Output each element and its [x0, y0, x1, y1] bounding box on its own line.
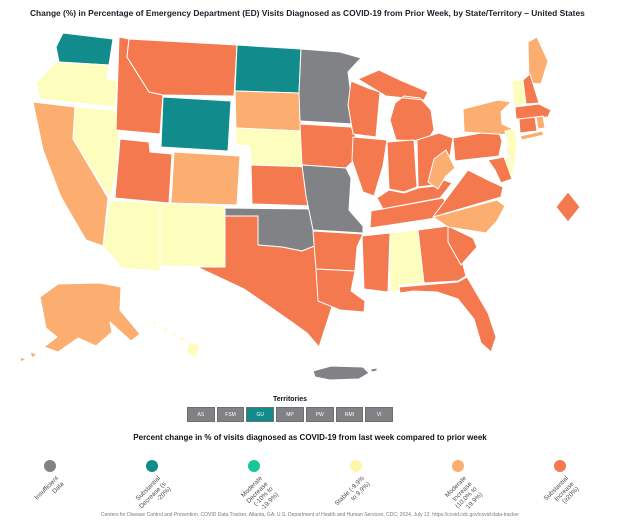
territory-MP-label: MP	[286, 411, 294, 418]
state-VA[interactable]	[432, 169, 504, 218]
state-ND[interactable]	[234, 44, 302, 94]
state-NM[interactable]	[159, 202, 226, 268]
state-CT[interactable]	[518, 116, 538, 134]
territory-FSM[interactable]: FSM	[216, 407, 245, 422]
state-LA[interactable]	[315, 268, 366, 313]
legend-swatch-stable	[350, 460, 362, 472]
state-WY[interactable]	[160, 96, 232, 152]
state-SC[interactable]	[447, 225, 478, 266]
legend-heading: Percent change in % of visits diagnosed …	[133, 433, 487, 442]
state-FL[interactable]	[398, 276, 497, 353]
territory-FSM-label: FSM	[225, 411, 236, 418]
territory-GU[interactable]: GU	[246, 407, 275, 422]
state-NH[interactable]	[522, 73, 540, 105]
legend-swatch-substantial-decrease	[146, 460, 158, 472]
state-HI[interactable]	[151, 319, 201, 359]
legend-swatch-moderate-increase	[452, 460, 464, 472]
state-WA[interactable]	[55, 32, 114, 66]
state-CO[interactable]	[170, 151, 241, 206]
us-choropleth-map	[19, 32, 581, 381]
state-NV[interactable]	[72, 106, 121, 199]
territory-RMI[interactable]: RMI	[335, 407, 364, 422]
state-IN[interactable]	[386, 139, 418, 193]
state-IL[interactable]	[351, 136, 388, 197]
state-PA[interactable]	[452, 129, 503, 162]
state-NC[interactable]	[432, 199, 506, 234]
state-PR[interactable]	[312, 365, 378, 381]
territory-RMI-label: RMI	[344, 411, 355, 418]
territory-GU-label: GU	[256, 411, 265, 418]
state-WV[interactable]	[427, 149, 456, 190]
state-IA[interactable]	[299, 123, 358, 169]
legend-swatch-moderate-decrease	[248, 460, 260, 472]
state-MD[interactable]	[487, 156, 513, 184]
state-MA[interactable]	[514, 103, 552, 120]
state-MS[interactable]	[361, 232, 391, 293]
territory-VI-label: VI	[376, 411, 382, 418]
state-NY[interactable]	[462, 99, 545, 141]
legend-swatch-insufficient-data	[44, 460, 56, 472]
state-SD[interactable]	[234, 90, 305, 132]
territory-AS-label: AS	[197, 411, 205, 418]
state-UT[interactable]	[114, 138, 173, 204]
state-WI[interactable]	[347, 80, 381, 138]
legend-swatch-substantial-increase	[554, 460, 566, 472]
state-OR[interactable]	[35, 61, 119, 108]
territories-heading: Territories	[272, 396, 308, 403]
state-RI[interactable]	[535, 115, 546, 130]
territories-row: AS FSM GU MP PW RMI VI	[187, 407, 394, 422]
state-DC[interactable]	[555, 191, 581, 223]
source-citation: Centers for Disease Control and Preventi…	[101, 512, 519, 518]
state-MO[interactable]	[301, 164, 364, 234]
territory-PW-label: PW	[315, 411, 324, 418]
state-AZ[interactable]	[102, 199, 161, 272]
state-MI[interactable]	[357, 69, 435, 142]
territory-MP[interactable]: MP	[276, 407, 304, 422]
territory-AS[interactable]: AS	[187, 407, 215, 422]
state-AR[interactable]	[312, 230, 364, 272]
page-title: Change (%) in Percentage of Emergency De…	[30, 8, 585, 18]
territory-PW[interactable]: PW	[305, 407, 334, 422]
territory-VI[interactable]: VI	[365, 407, 394, 422]
state-AK[interactable]	[19, 282, 141, 363]
